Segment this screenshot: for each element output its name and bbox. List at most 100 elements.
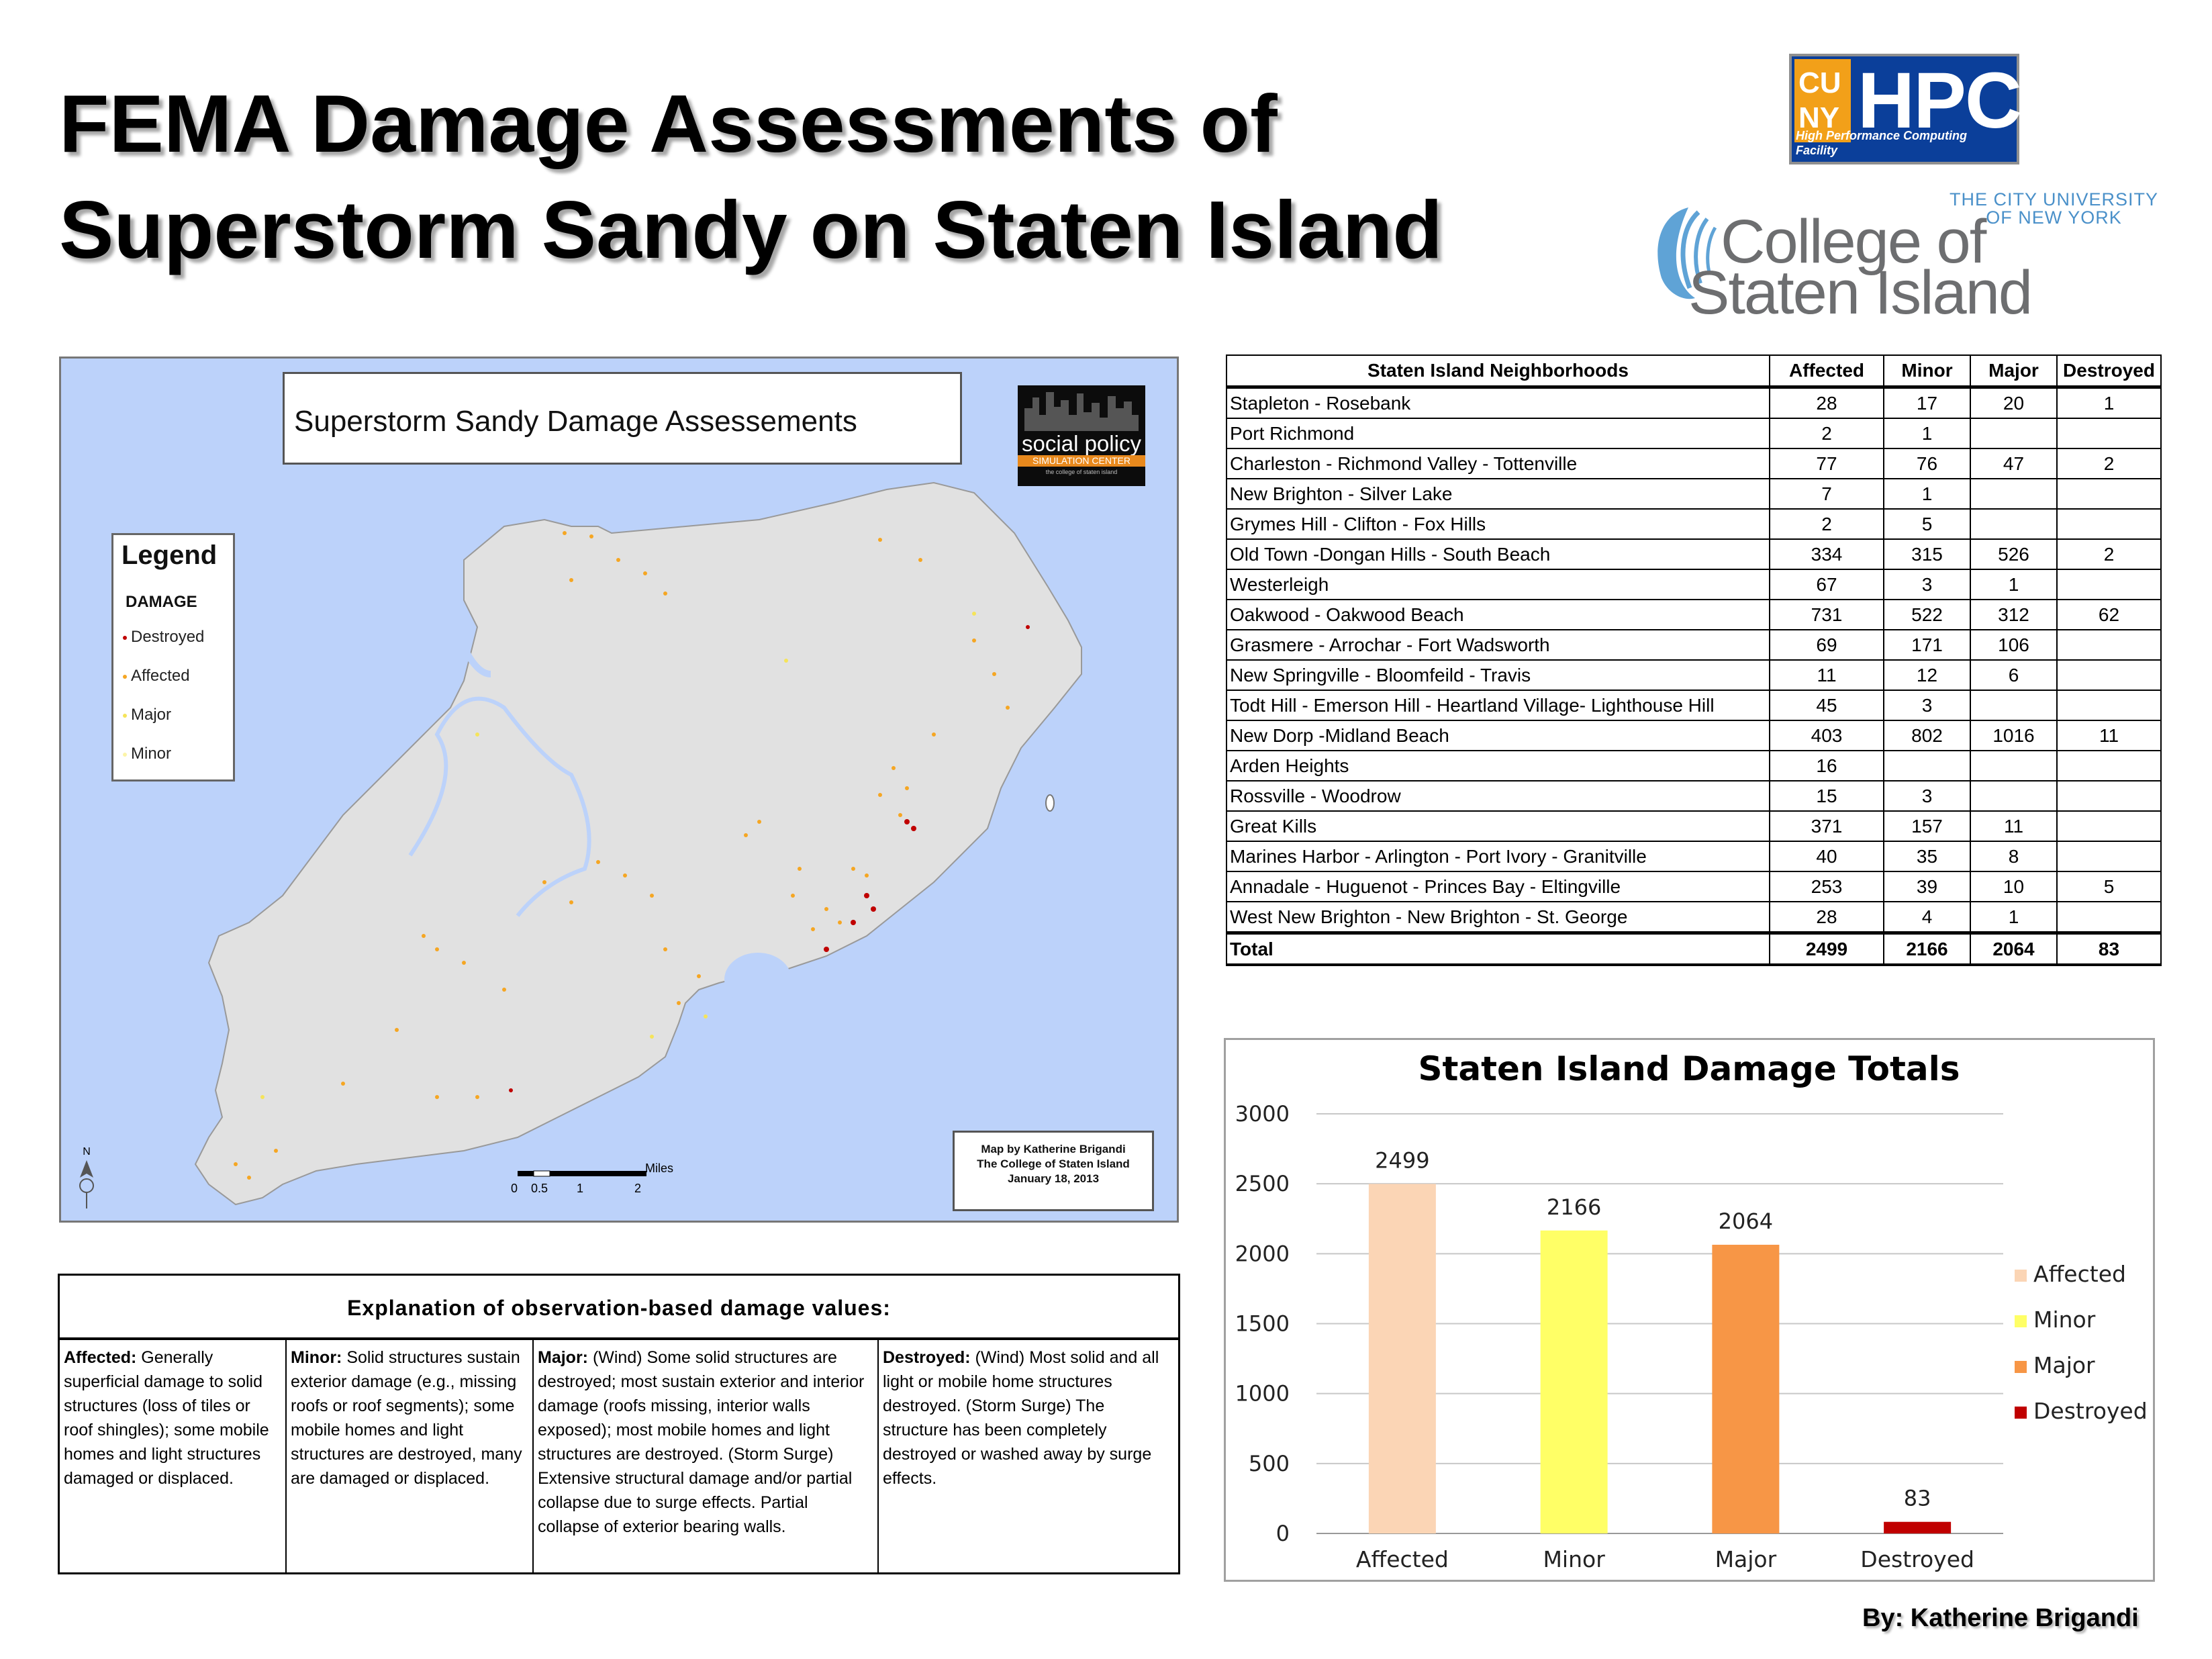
affected-cell: 28 bbox=[1769, 901, 1884, 934]
major-cell: 11 bbox=[1970, 810, 2058, 842]
y-tick-label: 3000 bbox=[1235, 1101, 1290, 1127]
affected-cell: 67 bbox=[1769, 569, 1884, 600]
explanation-destroyed: Destroyed: (Wind) Most solid and all lig… bbox=[879, 1340, 1178, 1572]
x-tick-label: Minor bbox=[1543, 1546, 1605, 1572]
destroyed-cell: 1 bbox=[2056, 386, 2162, 419]
minor-cell: 76 bbox=[1883, 448, 1971, 479]
major-cell: 312 bbox=[1970, 599, 2058, 630]
destroyed-cell bbox=[2056, 780, 2162, 812]
csi-name-line-2: Staten Island bbox=[1688, 258, 2033, 327]
damage-totals-chart: Staten Island Damage Totals 0 500 1000 1500 2… bbox=[1224, 1038, 2155, 1582]
damage-map: Superstorm Sandy Damage Assessements soc… bbox=[59, 357, 1179, 1223]
neighborhood-cell: Rossville - Woodrow bbox=[1226, 780, 1770, 812]
destroyed-cell: 11 bbox=[2056, 720, 2162, 751]
legend-swatch bbox=[2015, 1270, 2027, 1282]
total-destroyed: 83 bbox=[2056, 931, 2162, 966]
minor-cell: 315 bbox=[1883, 538, 1971, 570]
neighborhood-cell: Grymes Hill - Clifton - Fox Hills bbox=[1226, 508, 1770, 540]
minor-cell: 3 bbox=[1883, 690, 1971, 721]
minor-cell: 39 bbox=[1883, 871, 1971, 902]
table-row: Westerleigh 67 3 1 bbox=[1226, 569, 2162, 600]
major-cell bbox=[1970, 750, 2058, 781]
affected-cell: 2 bbox=[1769, 508, 1884, 540]
text-major: (Wind) Some solid structures are destroy… bbox=[538, 1348, 865, 1536]
table-row: Rossville - Woodrow 15 3 bbox=[1226, 780, 2162, 812]
scale-bar bbox=[518, 1164, 665, 1204]
y-tick-label: 1000 bbox=[1235, 1381, 1290, 1407]
legend-swatch bbox=[2015, 1361, 2027, 1373]
table-row: Annadale - Huguenot - Princes Bay - Elti… bbox=[1226, 871, 2162, 902]
total-affected: 2499 bbox=[1769, 931, 1884, 966]
csi-name-line-1: College of bbox=[1721, 207, 1986, 276]
table-header-row: Staten Island Neighborhoods Affected Min… bbox=[1226, 354, 2162, 389]
header-major: Major bbox=[1970, 354, 2058, 389]
affected-cell: 40 bbox=[1769, 841, 1884, 872]
destroyed-cell bbox=[2056, 750, 2162, 781]
map-credit: Map by Katherine Brigandi The College of… bbox=[953, 1131, 1154, 1211]
table-row: Grymes Hill - Clifton - Fox Hills 2 5 bbox=[1226, 508, 2162, 540]
svg-text:N: N bbox=[83, 1146, 91, 1157]
scale-tick-05: 0.5 bbox=[531, 1182, 548, 1195]
y-tick-label: 0 bbox=[1276, 1521, 1290, 1546]
csi-university-line: THE CITY UNIVERSITY OF NEW YORK bbox=[1950, 191, 2158, 227]
minor-cell: 171 bbox=[1883, 629, 1971, 661]
destroyed-cell bbox=[2056, 810, 2162, 842]
legend-subtitle: DAMAGE bbox=[126, 593, 197, 611]
destroyed-cell: 2 bbox=[2056, 538, 2162, 570]
data-label: 2166 bbox=[1547, 1194, 1601, 1220]
major-cell: 10 bbox=[1970, 871, 2058, 902]
destroyed-cell bbox=[2056, 508, 2162, 540]
table-row: Old Town -Dongan Hills - South Beach 334 3… bbox=[1226, 538, 2162, 570]
major-cell: 106 bbox=[1970, 629, 2058, 661]
minor-cell: 5 bbox=[1883, 508, 1971, 540]
major-cell: 1016 bbox=[1970, 720, 2058, 751]
social-policy-logo: social policy SIMULATION CENTER the coll… bbox=[1018, 385, 1145, 486]
legend-label: Minor bbox=[2033, 1307, 2096, 1333]
total-label: Total bbox=[1226, 931, 1770, 966]
neighborhood-cell: New Springville - Bloomfeild - Travis bbox=[1226, 659, 1770, 691]
table-row: Grasmere - Arrochar - Fort Wadsworth 69 17… bbox=[1226, 629, 2162, 661]
minor-cell: 17 bbox=[1883, 386, 1971, 419]
destroyed-cell bbox=[2056, 418, 2162, 449]
csi-top-line-1: THE CITY UNIVERSITY bbox=[1949, 189, 2158, 209]
major-cell bbox=[1970, 690, 2058, 721]
major-cell: 1 bbox=[1970, 901, 2058, 934]
legend-label-major: Major bbox=[131, 706, 172, 724]
affected-cell: 77 bbox=[1769, 448, 1884, 479]
legend-item-major: Major bbox=[123, 706, 171, 724]
minor-cell bbox=[1883, 750, 1971, 781]
x-tick-label: Affected bbox=[1356, 1546, 1449, 1572]
explanation-box: Explanation of observation-based damage … bbox=[58, 1274, 1180, 1574]
minor-cell: 157 bbox=[1883, 810, 1971, 842]
neighborhood-cell: Old Town -Dongan Hills - South Beach bbox=[1226, 538, 1770, 570]
explanation-affected: Affected: Generally superficial damage t… bbox=[60, 1340, 287, 1572]
term-major: Major: bbox=[538, 1348, 588, 1367]
scale-tick-0: 0 bbox=[511, 1182, 518, 1195]
destroyed-cell: 5 bbox=[2056, 871, 2162, 902]
affected-cell: 403 bbox=[1769, 720, 1884, 751]
explanation-title: Explanation of observation-based damage … bbox=[60, 1276, 1178, 1340]
legend-swatch bbox=[2015, 1315, 2027, 1327]
destroyed-cell bbox=[2056, 478, 2162, 510]
poster-title: FEMA Damage Assessments of Superstorm Sa… bbox=[59, 70, 1637, 283]
minor-cell: 1 bbox=[1883, 478, 1971, 510]
major-cell: 1 bbox=[1970, 569, 2058, 600]
header-destroyed: Destroyed bbox=[2056, 354, 2162, 389]
neighborhood-table: Staten Island Neighborhoods Affected Min… bbox=[1226, 354, 2162, 966]
legend-label-destroyed: Destroyed bbox=[131, 628, 205, 646]
destroyed-cell bbox=[2056, 569, 2162, 600]
table-row: New Brighton - Silver Lake 7 1 bbox=[1226, 478, 2162, 510]
hpc-text: HPC bbox=[1858, 56, 2022, 145]
destroyed-cell bbox=[2056, 659, 2162, 691]
legend-swatch bbox=[2015, 1407, 2027, 1419]
cuny-hpc-logo: CU NY HPC High Performance Computing Fac… bbox=[1789, 54, 2022, 164]
csi-name: College of Staten Island bbox=[1688, 207, 2033, 327]
table-row: Charleston - Richmond Valley - Tottenvil… bbox=[1226, 448, 2162, 479]
data-label: 2064 bbox=[1719, 1208, 1773, 1234]
neighborhood-cell: Annadale - Huguenot - Princes Bay - Elti… bbox=[1226, 871, 1770, 902]
affected-cell: 371 bbox=[1769, 810, 1884, 842]
major-cell bbox=[1970, 508, 2058, 540]
affected-cell: 253 bbox=[1769, 871, 1884, 902]
affected-dot-icon bbox=[123, 674, 127, 679]
header-neighborhoods: Staten Island Neighborhoods bbox=[1226, 354, 1770, 389]
